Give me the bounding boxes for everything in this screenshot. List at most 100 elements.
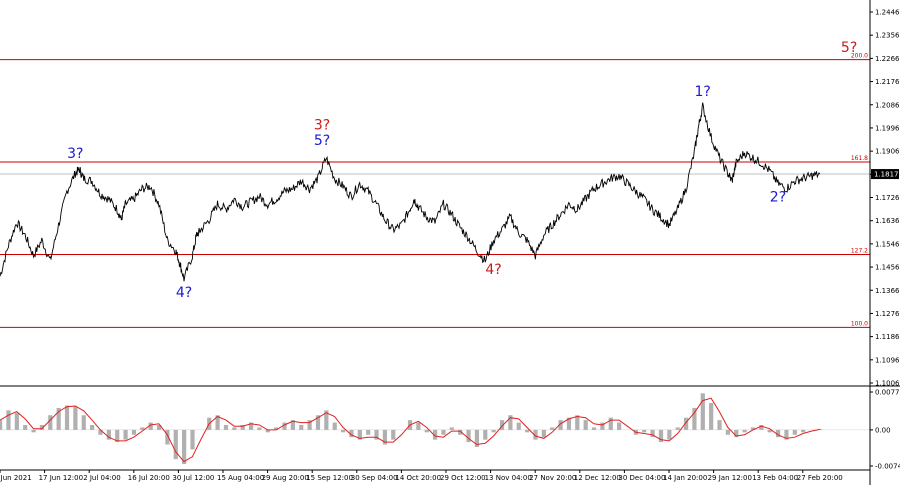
osc-histogram-bar bbox=[349, 429, 354, 438]
osc-histogram-bar bbox=[382, 429, 388, 445]
wave-label: 4? bbox=[485, 262, 501, 278]
osc-tick-label: -0.0074 bbox=[875, 463, 900, 471]
price-tick-label: 1.2266 bbox=[875, 55, 900, 63]
osc-histogram-bar bbox=[282, 422, 287, 430]
time-tick-label: 15 Aug 04:00 bbox=[217, 474, 264, 482]
osc-histogram-bar bbox=[767, 429, 772, 433]
osc-histogram-bar bbox=[90, 424, 95, 430]
osc-histogram-bar bbox=[115, 429, 120, 443]
osc-histogram-bar bbox=[123, 429, 128, 440]
osc-histogram-bar bbox=[750, 427, 756, 430]
price-tick-label: 1.1636 bbox=[875, 217, 900, 225]
time-tick-label: 13 Feb 04:00 bbox=[752, 474, 798, 482]
osc-histogram-bar bbox=[692, 407, 697, 430]
osc-histogram-bar bbox=[433, 429, 438, 440]
time-tick-label: 27 Feb 20:00 bbox=[797, 474, 843, 482]
osc-histogram-bar bbox=[131, 429, 137, 435]
osc-histogram-bar bbox=[466, 429, 471, 443]
osc-histogram-bar bbox=[725, 429, 730, 435]
osc-tick-label: 0.00776 bbox=[875, 389, 900, 397]
price-tick-label: 1.2176 bbox=[875, 78, 900, 86]
osc-histogram-bar bbox=[248, 422, 254, 430]
osc-histogram-bar bbox=[14, 412, 19, 430]
wave-label: 3? bbox=[314, 117, 330, 133]
time-tick-label: 17 Jun 12:00 bbox=[39, 474, 83, 482]
osc-histogram-bar bbox=[215, 415, 220, 430]
price-tick-label: 1.1186 bbox=[875, 333, 900, 341]
time-tick-label: 14 Oct 20:00 bbox=[395, 474, 441, 482]
time-tick-label: 13 Nov 04:00 bbox=[485, 474, 532, 482]
osc-histogram-bar bbox=[340, 429, 346, 433]
osc-histogram-bar bbox=[483, 429, 488, 440]
time-tick-label: 27 Nov 20:00 bbox=[529, 474, 576, 482]
wave-label: 5? bbox=[841, 40, 857, 56]
osc-signal-line bbox=[0, 397, 820, 463]
price-tick-label: 1.2446 bbox=[875, 9, 900, 17]
osc-histogram-bar bbox=[357, 429, 362, 440]
price-tick-label: 1.2086 bbox=[875, 101, 900, 109]
osc-histogram-bar bbox=[324, 410, 329, 430]
price-series-line bbox=[0, 102, 821, 282]
oscillator-panel bbox=[0, 393, 870, 465]
osc-histogram-bar bbox=[6, 410, 11, 430]
osc-histogram-bar bbox=[106, 429, 111, 440]
osc-histogram-bar bbox=[458, 429, 463, 435]
osc-histogram-bar bbox=[491, 429, 496, 433]
osc-histogram-bar bbox=[734, 429, 739, 438]
osc-histogram-bar bbox=[240, 424, 245, 430]
osc-histogram-bar bbox=[232, 427, 237, 430]
osc-histogram-bar bbox=[265, 429, 270, 433]
osc-histogram-bar bbox=[257, 427, 262, 430]
osc-histogram-bar bbox=[274, 427, 279, 430]
osc-histogram-bar bbox=[516, 422, 521, 430]
price-tick-label: 1.1276 bbox=[875, 310, 900, 318]
osc-histogram-bar bbox=[817, 428, 823, 430]
price-tick-label: 1.1006 bbox=[875, 380, 900, 388]
wave-label: 5? bbox=[314, 133, 330, 149]
time-tick-label: 15 Sep 12:00 bbox=[306, 474, 353, 482]
osc-histogram-bar bbox=[642, 429, 647, 433]
osc-histogram-bar bbox=[81, 415, 86, 430]
osc-histogram-bar bbox=[558, 420, 563, 430]
wave-label: 1? bbox=[695, 84, 711, 100]
osc-histogram-bar bbox=[424, 429, 429, 433]
osc-histogram-bar bbox=[165, 429, 170, 445]
osc-histogram-bar bbox=[416, 422, 421, 430]
price-tick-label: 1.1906 bbox=[875, 148, 900, 156]
wave-label: 2? bbox=[770, 190, 786, 206]
osc-histogram-bar bbox=[190, 429, 195, 450]
osc-histogram-bar bbox=[784, 429, 789, 440]
osc-histogram-bar bbox=[0, 420, 3, 430]
time-tick-label: 30 Dec 04:00 bbox=[618, 474, 665, 482]
osc-histogram-bar bbox=[525, 429, 530, 433]
osc-histogram-bar bbox=[290, 420, 295, 430]
osc-histogram-bar bbox=[173, 429, 178, 460]
osc-histogram-bar bbox=[39, 424, 45, 430]
price-tick-label: 1.2356 bbox=[875, 32, 900, 40]
time-tick-label: 29 Jan 12:00 bbox=[708, 474, 752, 482]
time-tick-label: 12 Dec 12:00 bbox=[574, 474, 621, 482]
osc-histogram-bar bbox=[474, 429, 480, 447]
osc-histogram-bar bbox=[499, 420, 505, 430]
osc-histogram-bar bbox=[366, 429, 371, 435]
osc-histogram-bar bbox=[591, 427, 597, 430]
current-price-tag bbox=[871, 169, 899, 180]
time-tick-label: 30 Sep 04:00 bbox=[351, 474, 398, 482]
osc-histogram-bar bbox=[307, 420, 312, 430]
osc-histogram-bar bbox=[675, 427, 680, 430]
osc-histogram-bar bbox=[742, 429, 747, 433]
time-tick-label: 29 Aug 20:00 bbox=[262, 474, 309, 482]
fib-level-label: 161.8 bbox=[851, 155, 868, 162]
fib-level-label: 200.0 bbox=[851, 53, 868, 60]
time-tick-label: 2 Jul 04:00 bbox=[83, 474, 121, 482]
time-tick-label: 16 Jul 20:00 bbox=[128, 474, 170, 482]
current-price-label: 1.1817 bbox=[874, 171, 899, 179]
osc-histogram-bar bbox=[541, 429, 546, 438]
price-tick-label: 1.1366 bbox=[875, 287, 900, 295]
osc-histogram-bar bbox=[31, 429, 36, 433]
osc-histogram-bar bbox=[374, 429, 379, 440]
time-tick-label: 3 Jun 2021 bbox=[0, 474, 32, 482]
price-tick-label: 1.1996 bbox=[875, 124, 900, 132]
